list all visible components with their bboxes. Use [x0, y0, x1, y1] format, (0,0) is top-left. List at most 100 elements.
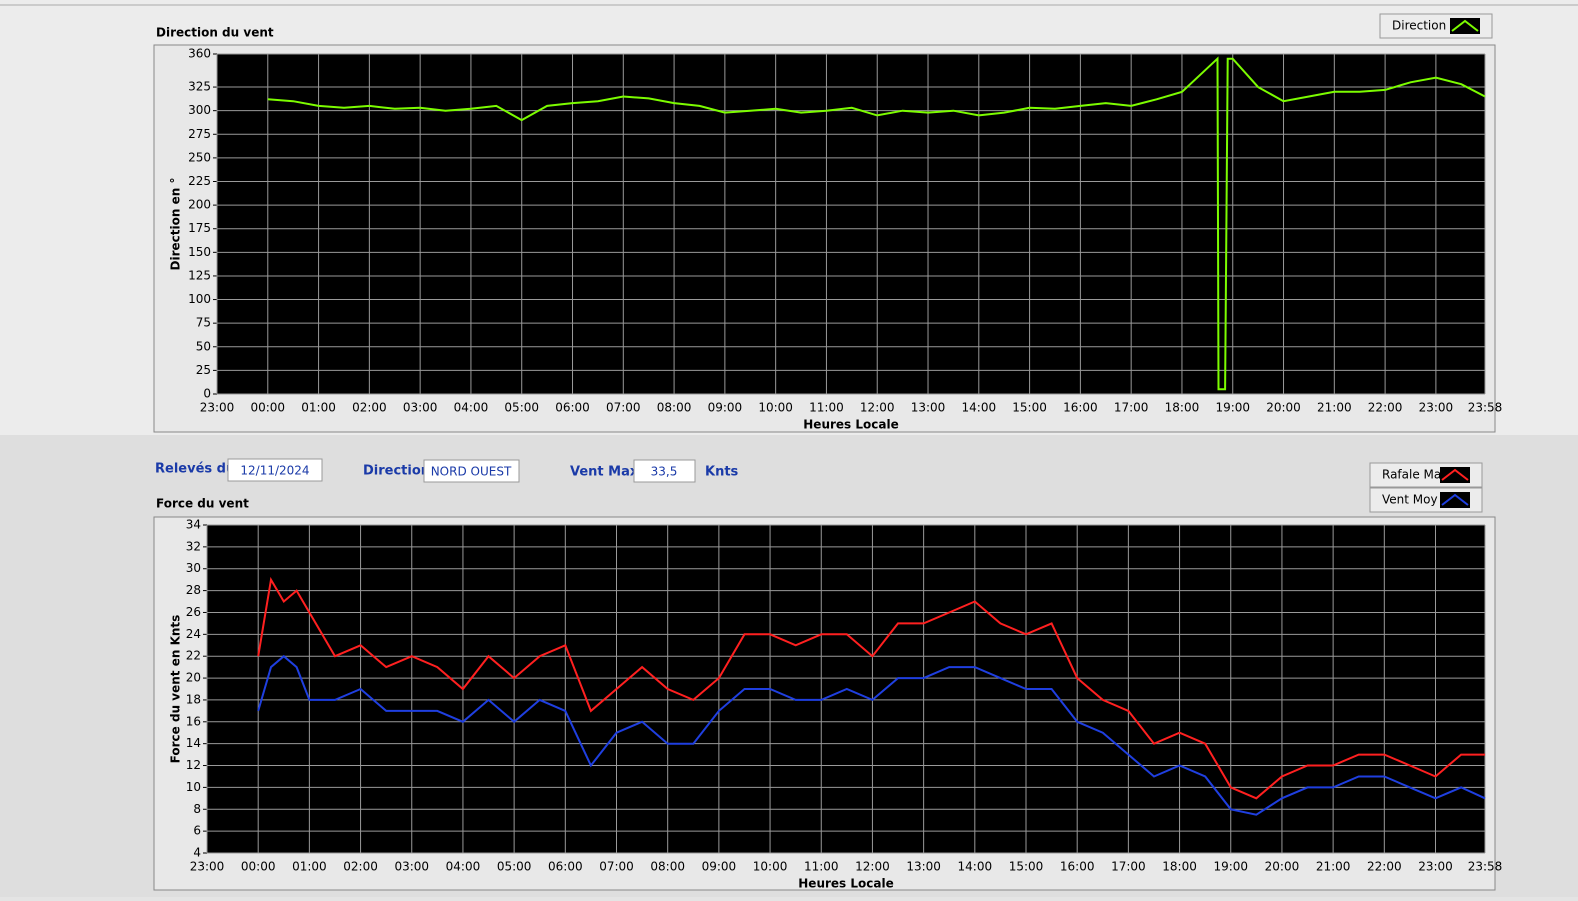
x-tick-label: 10:00 [758, 401, 793, 415]
y-tick-label: 22 [186, 649, 201, 663]
x-tick-label: 17:00 [1111, 860, 1146, 874]
y-tick-label: 25 [196, 363, 211, 377]
y-tick-label: 14 [186, 736, 201, 750]
x-tick-label: 14:00 [962, 401, 997, 415]
x-tick-label: 09:00 [708, 401, 743, 415]
direction-field[interactable] [423, 459, 520, 483]
legend-swatch-bg [1450, 18, 1480, 34]
y-tick-label: 150 [188, 245, 211, 259]
y-tick-label: 32 [186, 539, 201, 553]
y-tick-label: 75 [196, 316, 211, 330]
date-field[interactable] [227, 458, 323, 482]
y-tick-label: 4 [193, 846, 201, 860]
x-tick-label: 11:00 [809, 401, 844, 415]
direction-value: NORD OUEST [431, 465, 512, 479]
legend-swatch [1441, 493, 1469, 506]
x-tick-label: 08:00 [657, 401, 692, 415]
y-tick-label: 24 [186, 627, 201, 641]
y-tick-label: 26 [186, 605, 201, 619]
x-tick-label: 02:00 [343, 860, 378, 874]
y-tick-label: 12 [186, 758, 201, 772]
legend-swatch-bg [1440, 492, 1470, 508]
data-line [257, 576, 1485, 800]
y-tick-label: 300 [188, 103, 211, 117]
legend-label: Vent Moy [1382, 493, 1438, 507]
direction-label: Direction [363, 464, 430, 479]
x-tick-label: 16:00 [1063, 401, 1098, 415]
y-tick-label: 175 [188, 221, 211, 235]
y-tick-label: 250 [188, 150, 211, 164]
x-tick-label: 23:58 [1468, 401, 1503, 415]
y-tick-label: 360 [188, 47, 211, 61]
x-axis-label: Heures Locale [803, 418, 898, 432]
x-tick-label: 18:00 [1165, 401, 1200, 415]
x-tick-label: 11:00 [804, 860, 839, 874]
x-tick-label: 14:00 [958, 860, 993, 874]
y-tick-label: 8 [193, 802, 201, 816]
y-tick-label: 100 [188, 292, 211, 306]
y-tick-label: 30 [186, 561, 201, 575]
x-tick-label: 09:00 [702, 860, 737, 874]
x-tick-label: 20:00 [1266, 401, 1301, 415]
date-label: Relevés du [155, 462, 235, 477]
x-tick-label: 03:00 [403, 401, 438, 415]
legend-swatch-bg [1440, 467, 1470, 483]
legend-swatch [1441, 468, 1469, 481]
x-tick-label: 22:00 [1367, 860, 1402, 874]
x-tick-label: 10:00 [753, 860, 788, 874]
x-tick-label: 04:00 [446, 860, 481, 874]
x-tick-label: 16:00 [1060, 860, 1095, 874]
x-tick-label: 12:00 [855, 860, 890, 874]
y-tick-label: 50 [196, 339, 211, 353]
x-tick-label: 13:00 [911, 401, 946, 415]
x-tick-label: 18:00 [1162, 860, 1197, 874]
legend-label: Direction [1392, 19, 1446, 33]
x-tick-label: 05:00 [504, 401, 539, 415]
y-axis-label: Force du vent en Knts [169, 615, 183, 764]
x-tick-label: 00:00 [241, 860, 276, 874]
x-tick-label: 12:00 [860, 401, 895, 415]
legend-swatch [1451, 19, 1479, 32]
x-tick-label: 23:00 [200, 401, 235, 415]
x-axis-label: Heures Locale [798, 877, 893, 891]
x-tick-label: 00:00 [250, 401, 285, 415]
chart-title: Force du vent [156, 497, 249, 511]
x-tick-label: 15:00 [1009, 860, 1044, 874]
y-axis-label: Direction en ° [169, 178, 183, 271]
y-tick-label: 275 [188, 127, 211, 141]
y-tick-label: 325 [188, 80, 211, 94]
x-tick-label: 17:00 [1114, 401, 1149, 415]
x-tick-label: 05:00 [497, 860, 532, 874]
legend-label: Rafale Max [1382, 468, 1448, 482]
data-line [267, 56, 1486, 391]
y-tick-label: 200 [188, 198, 211, 212]
max-value: 33,5 [651, 465, 678, 479]
x-tick-label: 23:00 [1419, 401, 1454, 415]
x-tick-label: 19:00 [1215, 401, 1250, 415]
x-tick-label: 22:00 [1368, 401, 1403, 415]
x-tick-label: 01:00 [301, 401, 336, 415]
x-tick-label: 06:00 [555, 401, 590, 415]
y-tick-label: 20 [186, 671, 201, 685]
x-tick-label: 07:00 [606, 401, 641, 415]
x-tick-label: 23:00 [1418, 860, 1453, 874]
y-tick-label: 6 [193, 824, 201, 838]
y-tick-label: 125 [188, 268, 211, 282]
y-tick-label: 28 [186, 583, 201, 597]
x-tick-label: 06:00 [548, 860, 583, 874]
x-tick-label: 23:00 [190, 860, 225, 874]
x-tick-label: 04:00 [454, 401, 489, 415]
x-tick-label: 23:58 [1468, 860, 1503, 874]
y-tick-label: 16 [186, 714, 201, 728]
y-tick-label: 18 [186, 692, 201, 706]
x-tick-label: 20:00 [1265, 860, 1300, 874]
unit-label: Knts [705, 465, 739, 480]
x-tick-label: 01:00 [292, 860, 327, 874]
chart-title: Direction du vent [156, 26, 274, 40]
x-tick-label: 15:00 [1012, 401, 1047, 415]
max-label: Vent Max [570, 465, 639, 480]
x-tick-label: 07:00 [599, 860, 634, 874]
max-field[interactable] [633, 459, 696, 483]
